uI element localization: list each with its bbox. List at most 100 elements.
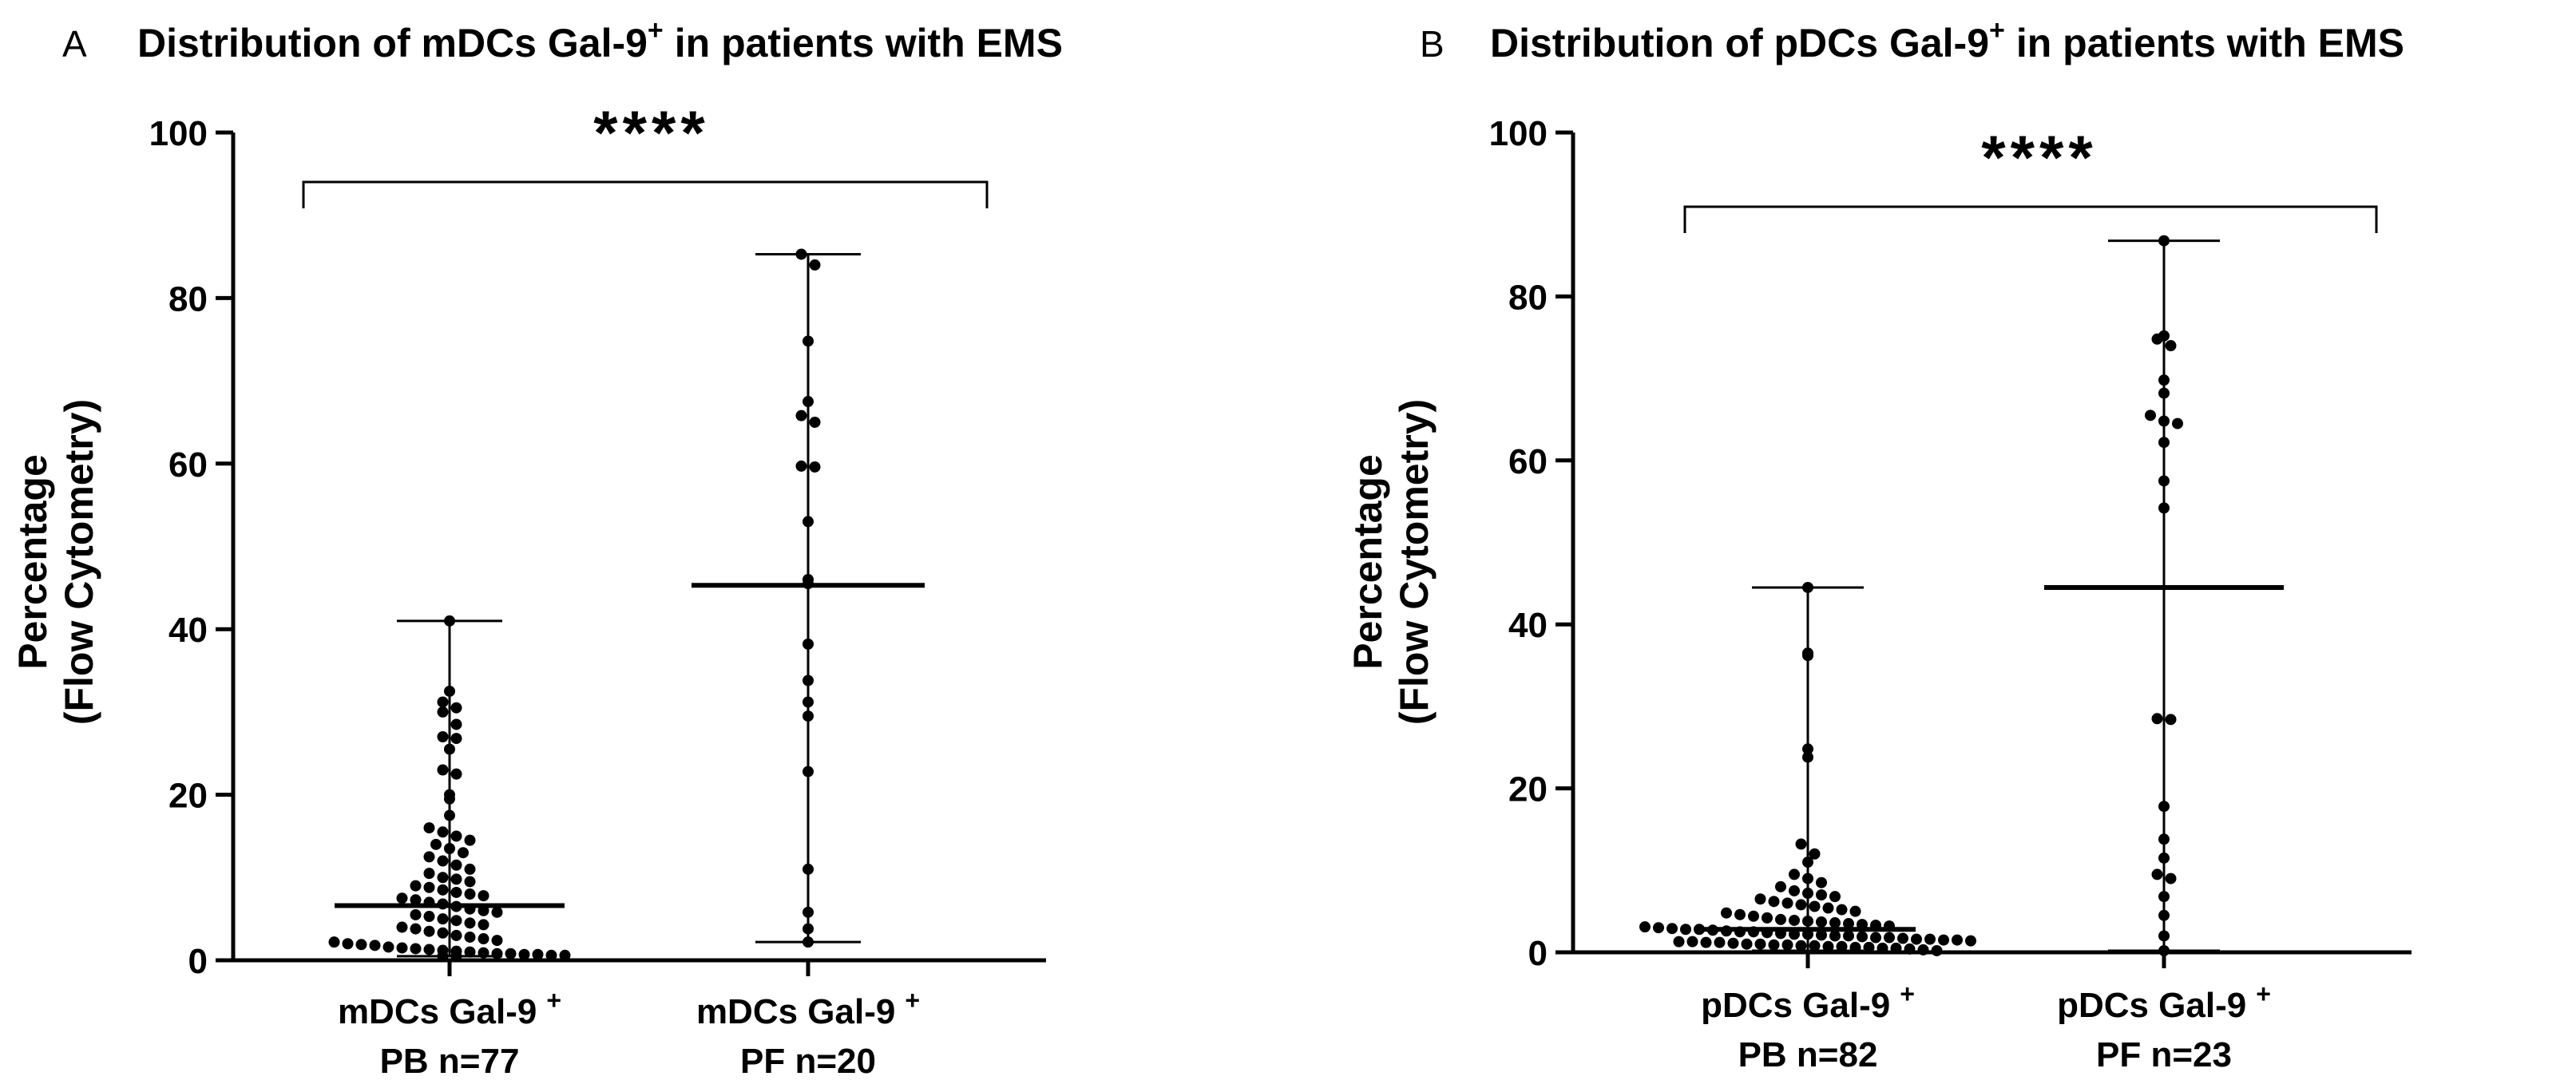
- data-point: [396, 892, 408, 904]
- data-point: [458, 847, 469, 859]
- data-point: [437, 898, 449, 910]
- data-point: [2158, 852, 2170, 864]
- category-label-line1: pDCs Gal-9 +: [2057, 979, 2271, 1025]
- category-superscript: +: [1900, 979, 1915, 1008]
- data-point: [1775, 928, 1786, 940]
- data-point: [1829, 891, 1841, 903]
- y-tick-label: 100: [1489, 114, 1548, 153]
- data-point: [1653, 922, 1664, 934]
- data-point: [444, 615, 455, 627]
- data-point: [450, 859, 462, 871]
- data-point: [450, 950, 462, 962]
- data-point: [1789, 884, 1800, 896]
- data-point: [369, 940, 381, 952]
- data-point: [450, 702, 462, 714]
- data-point: [1768, 939, 1780, 951]
- significance-bracket: [1683, 205, 2378, 233]
- y-tick-label: 20: [168, 777, 208, 816]
- data-point: [2158, 235, 2170, 247]
- category-label: mDCs Gal-9 + PF n=20: [696, 986, 920, 1081]
- data-point: [450, 873, 462, 885]
- data-point: [1734, 926, 1746, 938]
- data-point: [450, 915, 462, 927]
- data-point: [1639, 921, 1651, 933]
- data-point: [1727, 937, 1739, 949]
- category-label-line1: pDCs Gal-9 +: [1701, 979, 1915, 1025]
- category-label-line2: PB n=82: [1738, 1035, 1878, 1074]
- data-point: [505, 948, 517, 959]
- data-point: [1748, 926, 1759, 938]
- data-point: [1911, 933, 1922, 945]
- data-point: [450, 733, 462, 745]
- data-point: [2165, 340, 2177, 352]
- significance-label: ****: [593, 97, 709, 168]
- data-point: [2158, 909, 2170, 921]
- significance-label: ****: [1981, 122, 2097, 192]
- data-point: [1789, 868, 1800, 880]
- panel-a: A Distribution of mDCs Gal-9+ in patients…: [10, 15, 1063, 1081]
- data-point: [2158, 801, 2170, 813]
- data-point: [410, 943, 422, 955]
- data-point: [1904, 943, 1916, 955]
- data-point: [1666, 923, 1678, 935]
- data-point: [795, 248, 807, 260]
- data-point: [2151, 868, 2163, 880]
- data-point: [464, 876, 476, 888]
- y-tick-label: 40: [168, 611, 208, 650]
- data-point: [2158, 415, 2170, 427]
- panel-letter: B: [1420, 23, 1445, 65]
- data-point: [2158, 944, 2170, 956]
- data-point: [1802, 872, 1813, 884]
- data-point: [2158, 437, 2170, 449]
- data-point: [430, 838, 442, 850]
- y-tick-label: 0: [188, 942, 208, 981]
- data-point: [1884, 932, 1895, 944]
- data-point: [464, 903, 476, 915]
- data-point: [2165, 872, 2177, 884]
- data-point: [795, 460, 807, 472]
- data-point: [1849, 941, 1861, 953]
- data-point: [1816, 916, 1827, 928]
- data-point: [1816, 889, 1827, 901]
- data-point: [803, 710, 814, 722]
- data-point: [1795, 940, 1807, 952]
- data-point: [803, 516, 814, 528]
- category-label-line2: PF n=20: [740, 1042, 876, 1081]
- data-point: [410, 923, 422, 935]
- data-point: [1816, 929, 1827, 941]
- y-tick-label: 60: [168, 445, 208, 485]
- data-point: [1707, 924, 1718, 936]
- data-point: [1714, 936, 1726, 948]
- data-point: [464, 888, 476, 900]
- data-point: [450, 768, 462, 780]
- data-point: [444, 743, 455, 755]
- title-superscript: +: [648, 15, 664, 46]
- data-point: [1829, 917, 1841, 929]
- data-point: [1789, 914, 1800, 926]
- data-point: [382, 941, 394, 953]
- data-point: [450, 718, 462, 730]
- y-tick-label: 0: [1528, 934, 1548, 973]
- data-point: [423, 851, 435, 863]
- data-point: [2145, 410, 2156, 421]
- data-point: [437, 872, 449, 884]
- data-point: [1897, 932, 1908, 944]
- data-point: [1775, 880, 1786, 892]
- y-axis-title-line2: (Flow Cytometry): [1392, 399, 1437, 725]
- data-point: [1680, 924, 1691, 936]
- category-name: mDCs Gal-9: [696, 992, 895, 1031]
- data-point: [491, 948, 503, 959]
- data-point: [1795, 838, 1807, 850]
- data-point: [464, 946, 476, 958]
- data-point: [423, 944, 435, 956]
- category-superscript: +: [2256, 979, 2271, 1008]
- data-point: [450, 900, 462, 912]
- chart-title: Distribution of pDCs Gal-9+ in patients w…: [1490, 15, 2404, 65]
- title-suffix: in patients with EMS: [2016, 21, 2404, 65]
- data-point: [437, 855, 449, 867]
- data-point: [396, 942, 408, 954]
- significance-bracket: [302, 180, 989, 208]
- data-point: [532, 948, 544, 960]
- data-point: [491, 906, 503, 918]
